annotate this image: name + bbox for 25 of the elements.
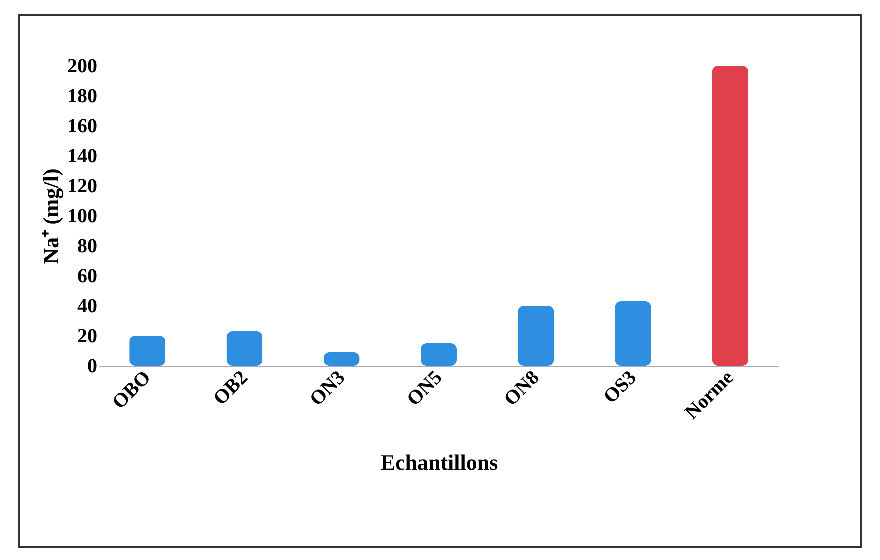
x-axis-title: Echantillons [380, 450, 499, 476]
bar [421, 344, 457, 366]
x-tick-label: OS3 [600, 366, 642, 408]
y-tick-label: 180 [68, 86, 98, 108]
y-axis-title: Na⁺ (mg/l) [38, 168, 64, 264]
x-tick-label: ON5 [402, 366, 447, 411]
y-tick-label: 200 [68, 56, 98, 78]
y-tick-label: 100 [68, 206, 98, 228]
bar [226, 332, 263, 366]
y-tick-label: 40 [78, 296, 98, 318]
y-tick-label: 60 [78, 266, 98, 288]
x-tick-label: OB2 [209, 366, 252, 410]
bar [712, 66, 748, 366]
bar [518, 306, 554, 366]
x-tick-label: ON3 [306, 366, 350, 411]
y-tick-label: 0 [88, 356, 98, 378]
y-tick-label: 120 [68, 176, 98, 198]
y-tick-label: 160 [68, 116, 98, 138]
y-tick-label: 80 [78, 236, 98, 258]
y-tick-label: 140 [68, 146, 98, 168]
bar [130, 336, 166, 366]
x-tick-label: ON8 [500, 366, 544, 411]
bar [324, 352, 360, 366]
y-tick-label: 20 [78, 326, 98, 348]
bar [615, 302, 652, 366]
